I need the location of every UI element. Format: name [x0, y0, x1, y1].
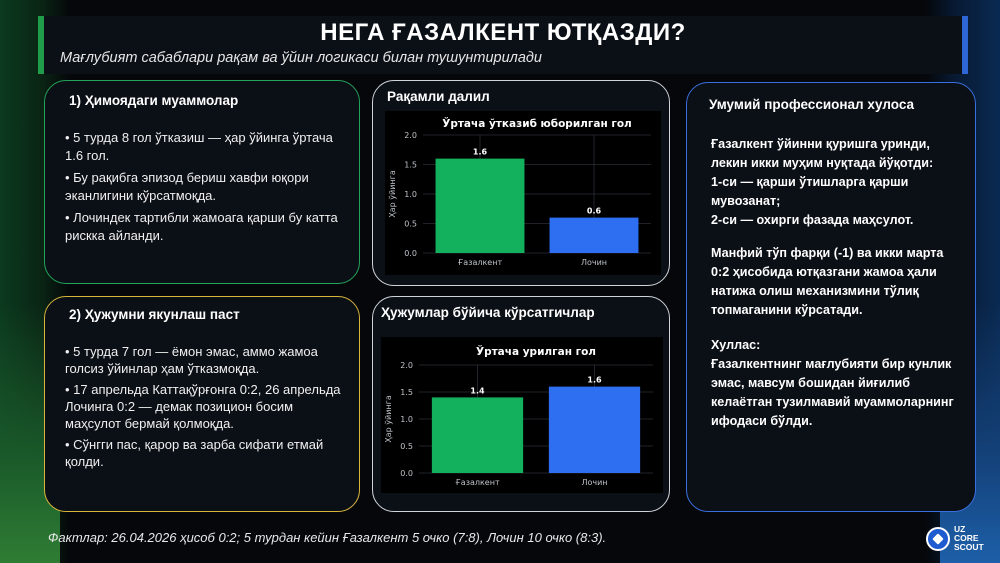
numeric-panel-title: Рақамли далил	[387, 89, 490, 104]
summary-point-1: 1-си — қарши ўтишларга қарши мувозанат;	[711, 175, 909, 208]
y-tick-label: 0.0	[404, 249, 417, 258]
conceded-chart-area: Ўртача ўтказиб юборилган гол 0.0 0.5 1.0 1.5…	[385, 111, 661, 275]
y-axis-label: Ҳар ўйинга	[384, 395, 393, 443]
attack-bullet: • 5 турда 7 гол — ёмон эмас, аммо жамоа …	[65, 344, 318, 376]
header-accent-blue	[962, 16, 968, 74]
y-tick-label: 0.0	[400, 469, 413, 478]
attack-problems-card: 2) Ҳужумни якунлаш паст • 5 турда 7 гол …	[44, 296, 360, 512]
y-tick-label: 1.5	[404, 161, 417, 170]
facts-footer: Фактлар: 26.04.2026 ҳисоб 0:2; 5 турдан …	[48, 530, 607, 545]
summary-card: Умумий профессионал хулоса Ғазалкент ўйи…	[686, 82, 976, 512]
bar-value-label: 1.4	[470, 386, 485, 395]
attack-panel-title: Ҳужумлар бўйича кўрсатгичлар	[381, 305, 595, 320]
scored-chart-area: Ўртача урилган гол 0.0 0.5 1.0 1.5 2.0 Ҳар ўйи…	[381, 337, 663, 493]
attack-bullets: • 5 турда 7 гол — ёмон эмас, аммо жамоа …	[65, 343, 345, 474]
y-tick-label: 0.5	[404, 220, 417, 229]
bar	[549, 217, 639, 253]
summary-conclusion: Ғазалкентнинг мағлубияти бир кунлик эмас…	[711, 357, 954, 428]
y-tick-label: 1.5	[400, 388, 413, 397]
y-axis-label: Ҳар ўйинга	[388, 170, 397, 218]
x-tick-label: Лочин	[581, 258, 607, 267]
attack-heading: 2) Ҳужумни якунлаш паст	[69, 307, 240, 322]
summary-point-2: 2-си — охирги фазада маҳсулот.	[711, 213, 914, 227]
x-tick-label: Ғазалкент	[458, 258, 503, 267]
numeric-evidence-card: Рақамли далил Ўртача ўтказиб юборилган г…	[372, 80, 670, 286]
bar-value-label: 1.6	[473, 148, 488, 157]
y-tick-label: 2.0	[400, 361, 413, 370]
summary-body: Ғазалкент ўйинни қуришга уринди, лекин и…	[711, 135, 961, 431]
bar	[548, 386, 641, 473]
logo-wordmark: UZ CORE SCOUT	[954, 524, 984, 552]
summary-intro: Ғазалкент ўйинни қуришга уринди, лекин и…	[711, 137, 934, 170]
page-title: НЕГА ҒАЗАЛКЕНТ ЮТҚАЗДИ?	[320, 19, 686, 46]
x-tick-label: Лочин	[581, 478, 607, 487]
defense-bullet: • Бу рақибга эпизод бериш хавфи юқори эк…	[65, 170, 309, 203]
y-tick-label: 1.0	[404, 190, 417, 199]
header-banner: НЕГА ҒАЗАЛКЕНТ ЮТҚАЗДИ? Мағлубият сабабл…	[38, 16, 968, 74]
defense-bullets: • 5 турда 8 гол ўтказиш — ҳар ўйинга ўрт…	[65, 129, 345, 249]
bar	[435, 158, 525, 253]
y-tick-label: 2.0	[404, 131, 417, 140]
page-subtitle: Мағлубият сабаблари рақам ва ўйин логика…	[60, 50, 542, 66]
defense-bullet: • 5 турда 8 гол ўтказиш — ҳар ўйинга ўрт…	[65, 130, 333, 163]
summary-conclusion-heading: Хуллас:	[711, 338, 761, 352]
bar-value-label: 0.6	[587, 207, 602, 216]
bar-value-label: 1.6	[587, 376, 602, 385]
defense-bullet: • Лочиндек тартибли жамоага қарши бу кат…	[65, 210, 338, 243]
y-tick-label: 0.5	[400, 442, 413, 451]
chart-title: Ўртача урилган гол	[476, 345, 596, 358]
attack-bullet: • Сўнгги пас, қарор ва зарба сифати етма…	[65, 437, 324, 469]
football-icon	[926, 527, 950, 551]
summary-goal-diff: Манфий тўп фарқи (-1) ва икки марта 0:2 …	[711, 246, 944, 317]
chart-title: Ўртача ўтказиб юборилган гол	[442, 117, 632, 130]
summary-heading: Умумий профессионал хулоса	[709, 97, 915, 112]
x-tick-label: Ғазалкент	[455, 478, 500, 487]
y-tick-label: 1.0	[400, 415, 413, 424]
conceded-goals-chart: Ўртача ўтказиб юборилган гол 0.0 0.5 1.0 1.5…	[388, 117, 651, 267]
defense-problems-card: 1) Ҳимоядаги муаммолар • 5 турда 8 гол ў…	[44, 80, 360, 284]
scored-goals-chart: Ўртача урилган гол 0.0 0.5 1.0 1.5 2.0 Ҳар ўйи…	[384, 345, 653, 487]
attack-indicators-card: Ҳужумлар бўйича кўрсатгичлар Ўртача урил…	[372, 296, 670, 512]
defense-heading: 1) Ҳимоядаги муаммолар	[69, 93, 239, 108]
header-accent-green	[38, 16, 44, 74]
attack-bullet: • 17 апрельда Каттақўрғонга 0:2, 26 апре…	[65, 382, 341, 431]
bar	[431, 397, 524, 473]
uz-core-scout-logo: UZ CORE SCOUT	[924, 523, 994, 557]
